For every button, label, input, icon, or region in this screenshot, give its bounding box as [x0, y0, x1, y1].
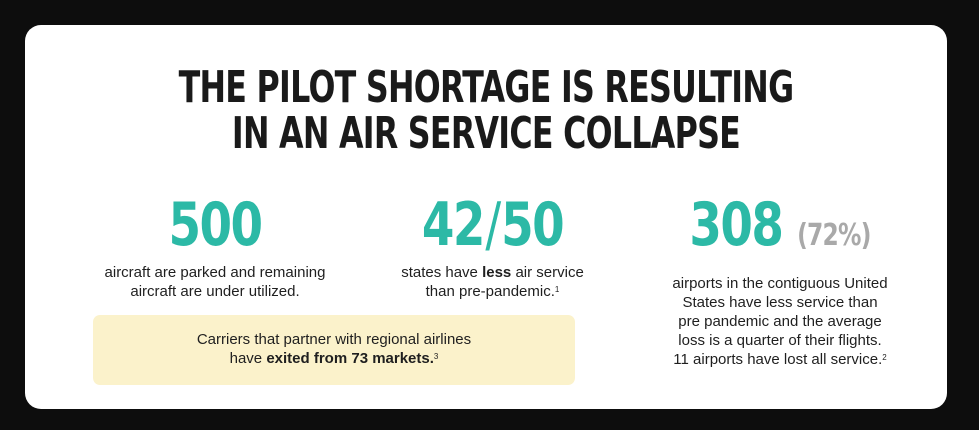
stat-states-value-a: 42 [421, 190, 486, 260]
stat-states-value-b: 50 [501, 190, 565, 260]
stat-aircraft: 500 aircraft are parked and remaining ai… [60, 195, 370, 301]
stat-airports-value-percent: (72%) [797, 218, 871, 253]
page-title: THE PILOT SHORTAGE IS RESULTING IN AN AI… [154, 65, 818, 157]
stat-airports-desc-line-3: pre pandemic and the average [678, 313, 882, 330]
callout-line-1: Carriers that partner with regional airl… [196, 331, 472, 348]
stat-aircraft-description: aircraft are parked and remaining aircra… [60, 263, 370, 301]
stat-airports-footnote: 2 [882, 353, 887, 362]
stat-states-value: 42/50 [393, 195, 592, 255]
stat-airports-description: airports in the contiguous United States… [645, 274, 915, 369]
stat-states-description: states have less air service than pre-pa… [365, 263, 620, 301]
stat-airports: 308 (72%) airports in the contiguous Uni… [645, 195, 915, 369]
stat-aircraft-desc-line-2: aircraft are under utilized. [130, 283, 300, 300]
stat-aircraft-desc-line-1: aircraft are parked and remaining [104, 264, 326, 281]
stat-states-desc-prefix: states have [401, 264, 483, 281]
markets-callout: Carriers that partner with regional airl… [93, 315, 575, 385]
title-line-2: IN AN AIR SERVICE COLLAPSE [231, 108, 741, 159]
stat-airports-desc-line-4: loss is a quarter of their flights. [678, 332, 882, 349]
callout-line-2-prefix: have [229, 350, 267, 367]
title-line-1: THE PILOT SHORTAGE IS RESULTING [178, 62, 794, 113]
callout-footnote: 3 [433, 352, 439, 361]
stat-states-desc-suffix: air service [511, 264, 584, 281]
stat-airports-desc-line-2: States have less service than [682, 294, 878, 311]
stat-airports-desc-line-5: 11 airports have lost all service. [673, 351, 883, 368]
stat-states: 42/50 states have less air service than … [365, 195, 620, 301]
stat-aircraft-value: 500 [168, 190, 263, 260]
info-card: THE PILOT SHORTAGE IS RESULTING IN AN AI… [25, 25, 947, 409]
stat-airports-desc-line-1: airports in the contiguous United [672, 275, 888, 292]
stat-airports-value: 308 (72%) [675, 195, 886, 266]
stat-airports-value-number: 308 [689, 190, 784, 260]
stat-states-desc-bold: less [482, 264, 512, 281]
stat-states-desc-line-2: than pre-pandemic. [425, 283, 555, 300]
stat-states-footnote: 1 [554, 285, 560, 294]
stat-states-slash: / [485, 190, 501, 260]
callout-line-2-bold: exited from 73 markets. [266, 350, 434, 367]
